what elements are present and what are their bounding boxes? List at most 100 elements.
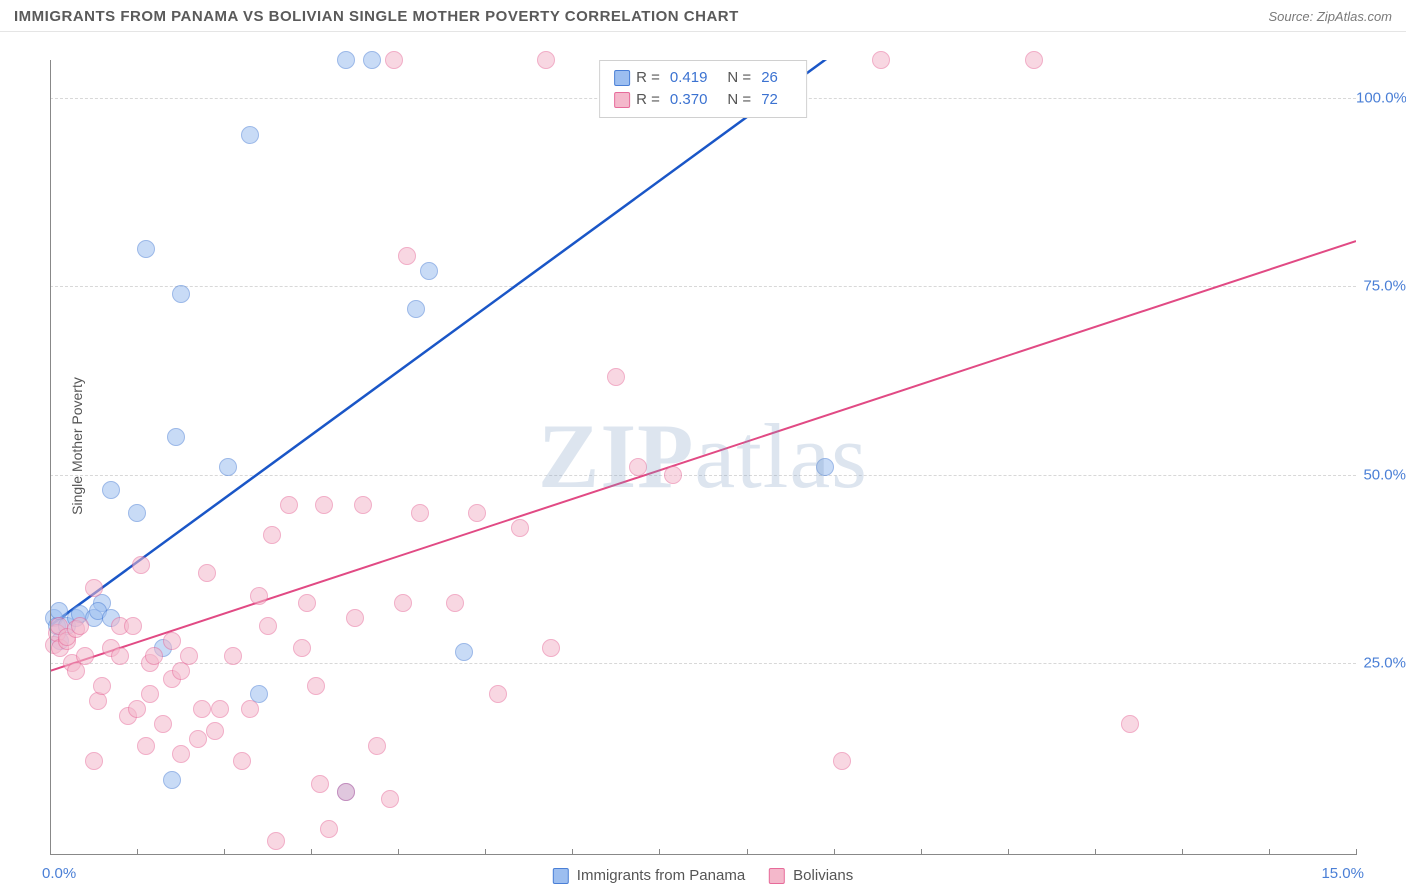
data-point-bolivians <box>320 820 338 838</box>
data-point-panama <box>219 458 237 476</box>
data-point-bolivians <box>346 609 364 627</box>
data-point-bolivians <box>198 564 216 582</box>
r-label: R = <box>636 67 660 89</box>
data-point-bolivians <box>489 685 507 703</box>
x-tick <box>1269 849 1270 855</box>
legend-label-panama: Immigrants from Panama <box>577 867 745 884</box>
data-point-bolivians <box>137 737 155 755</box>
n-value-bolivians: 72 <box>761 89 778 111</box>
x-axis: 0.0% 15.0% Immigrants from Panama Bolivi… <box>50 854 1356 890</box>
x-tick <box>834 849 835 855</box>
data-point-panama <box>816 458 834 476</box>
data-point-bolivians <box>189 730 207 748</box>
data-point-bolivians <box>132 556 150 574</box>
data-point-bolivians <box>206 722 224 740</box>
data-point-panama <box>337 51 355 69</box>
data-point-bolivians <box>233 752 251 770</box>
data-point-bolivians <box>76 647 94 665</box>
data-point-bolivians <box>872 51 890 69</box>
data-point-bolivians <box>224 647 242 665</box>
trendline-bolivians <box>50 241 1356 671</box>
data-point-bolivians <box>180 647 198 665</box>
data-point-bolivians <box>307 677 325 695</box>
data-point-bolivians <box>85 752 103 770</box>
data-point-bolivians <box>354 496 372 514</box>
n-label: N = <box>727 89 751 111</box>
data-point-bolivians <box>1025 51 1043 69</box>
data-point-bolivians <box>211 700 229 718</box>
data-point-bolivians <box>468 504 486 522</box>
data-point-bolivians <box>446 594 464 612</box>
data-point-bolivians <box>381 790 399 808</box>
data-point-bolivians <box>267 832 285 850</box>
legend-row-panama: R = 0.419 N = 26 <box>614 67 792 89</box>
data-point-bolivians <box>542 639 560 657</box>
x-tick <box>137 849 138 855</box>
data-point-bolivians <box>537 51 555 69</box>
data-point-bolivians <box>1121 715 1139 733</box>
chart-title: IMMIGRANTS FROM PANAMA VS BOLIVIAN SINGL… <box>14 8 739 25</box>
gridline <box>50 286 1356 287</box>
data-point-bolivians <box>193 700 211 718</box>
data-point-bolivians <box>111 647 129 665</box>
x-axis-label-max: 15.0% <box>1321 865 1364 882</box>
data-point-bolivians <box>833 752 851 770</box>
legend-label-bolivians: Bolivians <box>793 867 853 884</box>
data-point-panama <box>137 240 155 258</box>
legend-item-panama: Immigrants from Panama <box>553 867 745 884</box>
data-point-bolivians <box>315 496 333 514</box>
y-tick-label: 50.0% <box>1356 466 1406 483</box>
trendline-panama <box>50 60 825 626</box>
data-point-panama <box>241 126 259 144</box>
data-point-bolivians <box>93 677 111 695</box>
x-axis-label-min: 0.0% <box>42 865 76 882</box>
data-point-panama <box>172 285 190 303</box>
data-point-panama <box>455 643 473 661</box>
data-point-panama <box>163 771 181 789</box>
data-point-bolivians <box>607 368 625 386</box>
data-point-bolivians <box>298 594 316 612</box>
x-tick <box>1095 849 1096 855</box>
y-tick-label: 75.0% <box>1356 278 1406 295</box>
data-point-bolivians <box>85 579 103 597</box>
x-tick <box>659 849 660 855</box>
data-point-panama <box>420 262 438 280</box>
data-point-bolivians <box>141 685 159 703</box>
data-point-bolivians <box>394 594 412 612</box>
y-tick-label: 25.0% <box>1356 655 1406 672</box>
data-point-bolivians <box>664 466 682 484</box>
n-value-panama: 26 <box>761 67 778 89</box>
title-bar: IMMIGRANTS FROM PANAMA VS BOLIVIAN SINGL… <box>0 0 1406 32</box>
y-tick-label: 100.0% <box>1356 89 1406 106</box>
data-point-bolivians <box>124 617 142 635</box>
data-point-bolivians <box>629 458 647 476</box>
data-point-bolivians <box>250 587 268 605</box>
swatch-bolivians-icon <box>769 868 785 884</box>
correlation-legend: R = 0.419 N = 26 R = 0.370 N = 72 <box>599 60 807 118</box>
n-label: N = <box>727 67 751 89</box>
data-point-panama <box>407 300 425 318</box>
data-point-bolivians <box>259 617 277 635</box>
gridline <box>50 663 1356 664</box>
series-legend: Immigrants from Panama Bolivians <box>553 867 853 884</box>
data-point-bolivians <box>145 647 163 665</box>
swatch-bolivians <box>614 92 630 108</box>
x-tick <box>1008 849 1009 855</box>
data-point-bolivians <box>511 519 529 537</box>
swatch-panama-icon <box>553 868 569 884</box>
x-tick <box>224 849 225 855</box>
r-label: R = <box>636 89 660 111</box>
x-tick <box>572 849 573 855</box>
x-tick <box>921 849 922 855</box>
data-point-bolivians <box>241 700 259 718</box>
data-point-bolivians <box>311 775 329 793</box>
legend-row-bolivians: R = 0.370 N = 72 <box>614 89 792 111</box>
data-point-bolivians <box>172 745 190 763</box>
data-point-panama <box>102 481 120 499</box>
source-attribution: Source: ZipAtlas.com <box>1268 9 1392 24</box>
data-point-bolivians <box>280 496 298 514</box>
x-tick <box>1356 849 1357 855</box>
x-tick <box>398 849 399 855</box>
r-value-bolivians: 0.370 <box>670 89 708 111</box>
data-point-bolivians <box>411 504 429 522</box>
